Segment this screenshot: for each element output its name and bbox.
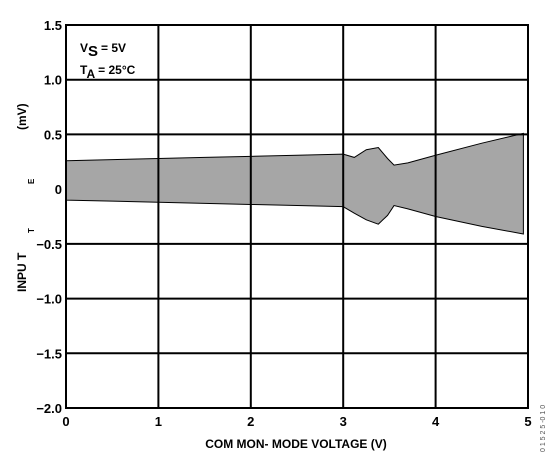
y-tick-label-0: 0: [55, 182, 62, 197]
y-axis-title-sub-e: E: [27, 178, 36, 184]
vs-value: = 5V: [101, 41, 126, 55]
ta-annotation: TA = 25°C: [80, 63, 136, 81]
x-tick-label-0: 0: [62, 414, 69, 429]
y-tick-label-0_5: 0.5: [44, 127, 62, 142]
y-tick-label-1: 1.0: [44, 73, 62, 88]
figure-id: 0 1 5 2 5 -0 1 0: [540, 405, 547, 452]
vs-subscript: S: [88, 43, 98, 60]
tick-labels: 0 1 2 3 4 5 1.5 1.0 0.5 0 −0.5 −1.0 −1.5 −2.0: [36, 18, 531, 429]
y-axis-title-input: INPU T: [15, 252, 29, 292]
y-tick-label-neg0_5: −0.5: [36, 237, 62, 252]
offset-voltage-band: [65, 132, 524, 235]
x-tick-label-5: 5: [524, 414, 531, 429]
vs-annotation: VS = 5V: [80, 41, 126, 60]
vs-prefix: V: [80, 41, 88, 55]
ta-value: = 25°C: [98, 63, 135, 77]
y-tick-label-1_5: 1.5: [44, 18, 62, 33]
y-axis-title-sub-t: T: [27, 228, 36, 233]
y-tick-label-neg2: −2.0: [36, 401, 62, 416]
y-tick-label-neg1: −1.0: [36, 292, 62, 307]
ta-prefix: T: [80, 63, 88, 77]
gridlines: [66, 25, 528, 408]
x-tick-label-2: 2: [247, 414, 254, 429]
x-axis-title: COM MON- MODE VOLTAGE (V): [205, 437, 387, 451]
y-axis-title-unit: (mV): [15, 103, 29, 130]
x-tick-label-4: 4: [432, 414, 440, 429]
x-tick-label-1: 1: [155, 414, 162, 429]
ta-subscript: A: [86, 67, 95, 81]
y-tick-label-neg1_5: −1.5: [36, 346, 62, 361]
plot-frame: [65, 24, 529, 409]
x-tick-label-3: 3: [340, 414, 347, 429]
